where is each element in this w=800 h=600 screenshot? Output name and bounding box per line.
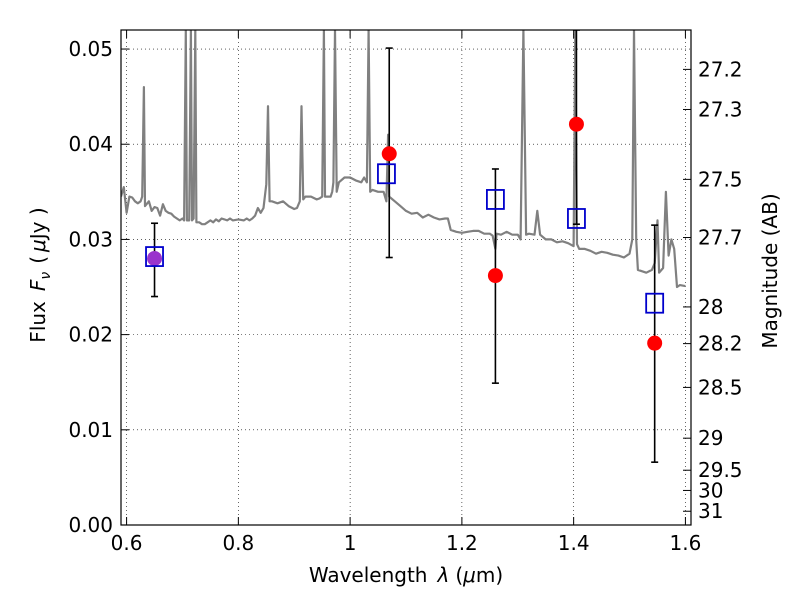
right-tick-label: 29 bbox=[698, 426, 723, 450]
model-bandpass-point bbox=[645, 292, 665, 314]
x-tick-label: 0.8 bbox=[222, 531, 254, 555]
y-tick-label: 0.00 bbox=[68, 513, 113, 537]
right-tick-label: 31 bbox=[698, 499, 723, 523]
model-bandpass-point bbox=[486, 189, 505, 210]
y-tick-label: 0.05 bbox=[68, 37, 113, 61]
model-bandpass-point bbox=[567, 208, 586, 229]
observed-point bbox=[647, 335, 663, 351]
observed-point bbox=[568, 116, 584, 132]
x-tick-label: 1.4 bbox=[558, 531, 590, 555]
right-tick-label: 28.2 bbox=[698, 332, 743, 356]
spectrum-layer bbox=[121, 30, 686, 289]
x-tick-label: 1.2 bbox=[446, 531, 478, 555]
y-axis-ticks: 0.00 0.01 0.02 0.03 0.04 0.05 bbox=[68, 37, 129, 537]
right-axis-label: Magnitude (AB) bbox=[758, 193, 782, 348]
y-tick-label: 0.03 bbox=[68, 227, 113, 251]
right-tick-label: 27.7 bbox=[698, 226, 743, 250]
right-tick-label: 27.2 bbox=[698, 57, 743, 81]
x-tick-label: 1 bbox=[344, 531, 357, 555]
model-bandpass-point bbox=[145, 246, 164, 267]
observed-point bbox=[147, 250, 163, 266]
observed-point bbox=[487, 268, 503, 284]
right-tick-label: 28.5 bbox=[698, 375, 743, 399]
data-points-layer bbox=[145, 30, 665, 463]
x-axis-label: Wavelength λ (μm) bbox=[309, 563, 503, 587]
x-tick-label: 1.6 bbox=[670, 531, 702, 555]
right-tick-label: 29.5 bbox=[698, 458, 743, 482]
x-axis-ticks: 0.6 0.8 1 1.2 1.4 1.6 bbox=[111, 30, 702, 555]
right-tick-label: 30 bbox=[698, 478, 723, 502]
model-spectrum-line bbox=[121, 30, 686, 289]
y-tick-label: 0.01 bbox=[68, 418, 113, 442]
right-tick-label: 27.5 bbox=[698, 167, 743, 191]
y-tick-label: 0.02 bbox=[68, 323, 113, 347]
right-tick-label: 27.3 bbox=[698, 97, 743, 121]
y-axis-label: FluxFν(μJy ) bbox=[26, 207, 54, 342]
x-tick-label: 0.6 bbox=[111, 531, 143, 555]
y-tick-label: 0.04 bbox=[68, 132, 113, 156]
right-tick-label: 28 bbox=[698, 295, 723, 319]
plot-frame bbox=[120, 29, 692, 526]
observed-point bbox=[381, 146, 397, 162]
grid-lines bbox=[121, 30, 691, 526]
model-bandpass-point bbox=[377, 163, 396, 185]
